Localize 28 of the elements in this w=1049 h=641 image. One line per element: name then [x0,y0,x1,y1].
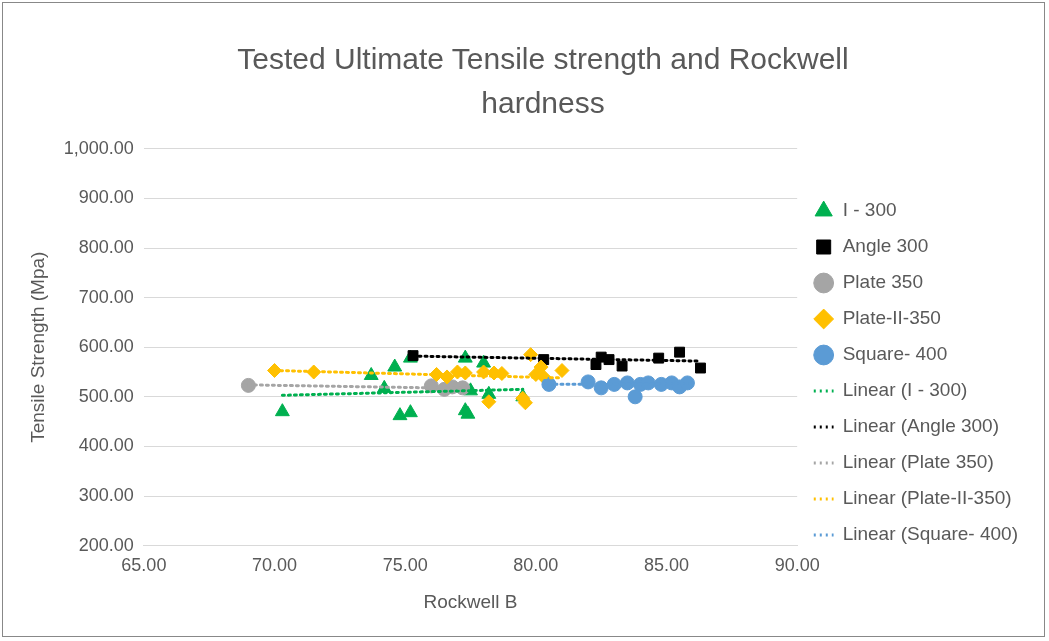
legend-label: Plate 350 [842,271,923,293]
legend-label: I - 300 [842,199,897,221]
legend-label: Linear (Plate 350) [842,451,994,473]
y-tick-label: 400.00 [78,435,134,456]
y-tick-label: 1,000.00 [63,137,134,158]
y-tick-label: 700.00 [78,286,134,307]
x-tick-label: 80.00 [513,555,559,576]
legend-label: Angle 300 [842,235,929,257]
y-tick-label: 500.00 [78,385,134,406]
y-tick-label: 200.00 [78,534,134,555]
x-tick-label: 65.00 [121,555,167,576]
legend-label: Linear (Angle 300) [842,415,999,437]
y-tick-label: 800.00 [78,236,134,257]
y-tick-label: 300.00 [78,484,134,505]
y-tick-label: 900.00 [78,187,134,208]
legend-label: Square- 400 [842,343,948,365]
x-tick-label: 85.00 [643,555,690,576]
x-tick-label: 70.00 [252,555,298,576]
legend-label: Linear (I - 300) [842,379,968,401]
legend-label: Plate-II-350 [842,307,941,329]
legend-label: Linear (Plate-II-350) [842,487,1012,509]
x-tick-label: 90.00 [774,555,820,576]
legend-label: Linear (Square- 400) [842,523,1018,545]
x-axis-title: Rockwell B [423,590,518,612]
chart-title: Tested Ultimate Tensile strength and Rockwell hardness [236,41,850,121]
x-tick-label: 75.00 [382,555,428,576]
y-axis-title: Tensile Strength (Mpa) [26,251,48,443]
y-tick-label: 600.00 [78,336,134,357]
